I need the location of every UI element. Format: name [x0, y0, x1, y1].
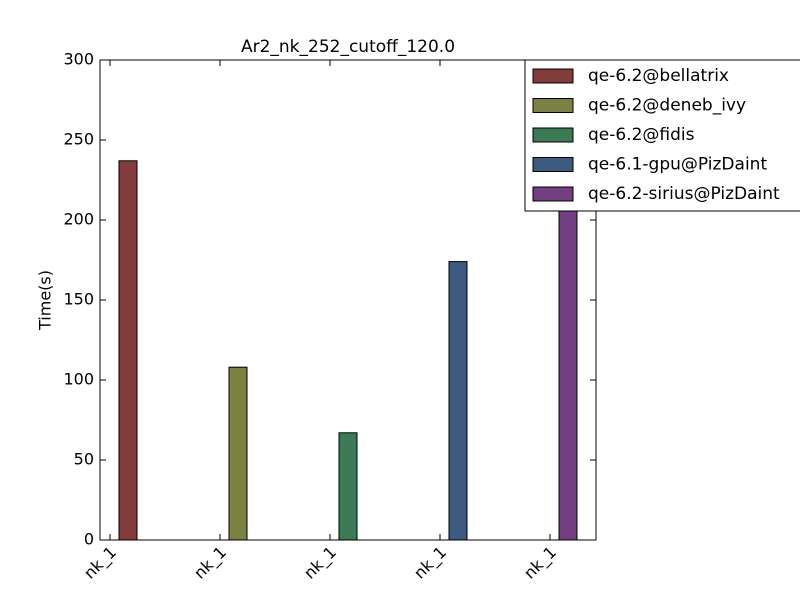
y-tick-label: 150 [63, 290, 94, 309]
bar [448, 261, 468, 541]
bar [558, 179, 578, 541]
legend-swatch [532, 98, 574, 113]
legend-swatch [532, 157, 574, 172]
legend-label: qe-6.2@deneb_ivy [588, 96, 746, 116]
bar [228, 366, 248, 541]
y-tick-label: 300 [63, 50, 94, 69]
legend-label: qe-6.2@bellatrix [588, 66, 729, 86]
bar [118, 160, 138, 541]
legend-swatch [532, 186, 574, 202]
legend-swatch [532, 127, 574, 143]
legend-label: qe-6.2@fidis [588, 125, 695, 145]
chart-title: Ar2_nk_252_cutoff_120.0 [241, 37, 455, 57]
y-axis-label: Time(s) [36, 270, 55, 331]
legend-swatch [532, 68, 574, 84]
y-tick-label: 100 [63, 370, 94, 389]
y-tick-label: 250 [63, 130, 94, 149]
bar [338, 432, 358, 541]
legend: qe-6.2@bellatrix qe-6.2@deneb_ivy qe-6.2@f… [524, 59, 800, 212]
legend-label: qe-6.2-sirius@PizDaint [588, 184, 780, 204]
plot-frame [99, 59, 597, 541]
y-tick-label: 0 [84, 530, 94, 549]
y-tick-label: 200 [63, 210, 94, 229]
legend-label: qe-6.1-gpu@PizDaint [588, 155, 767, 175]
y-tick-label: 50 [74, 450, 94, 469]
